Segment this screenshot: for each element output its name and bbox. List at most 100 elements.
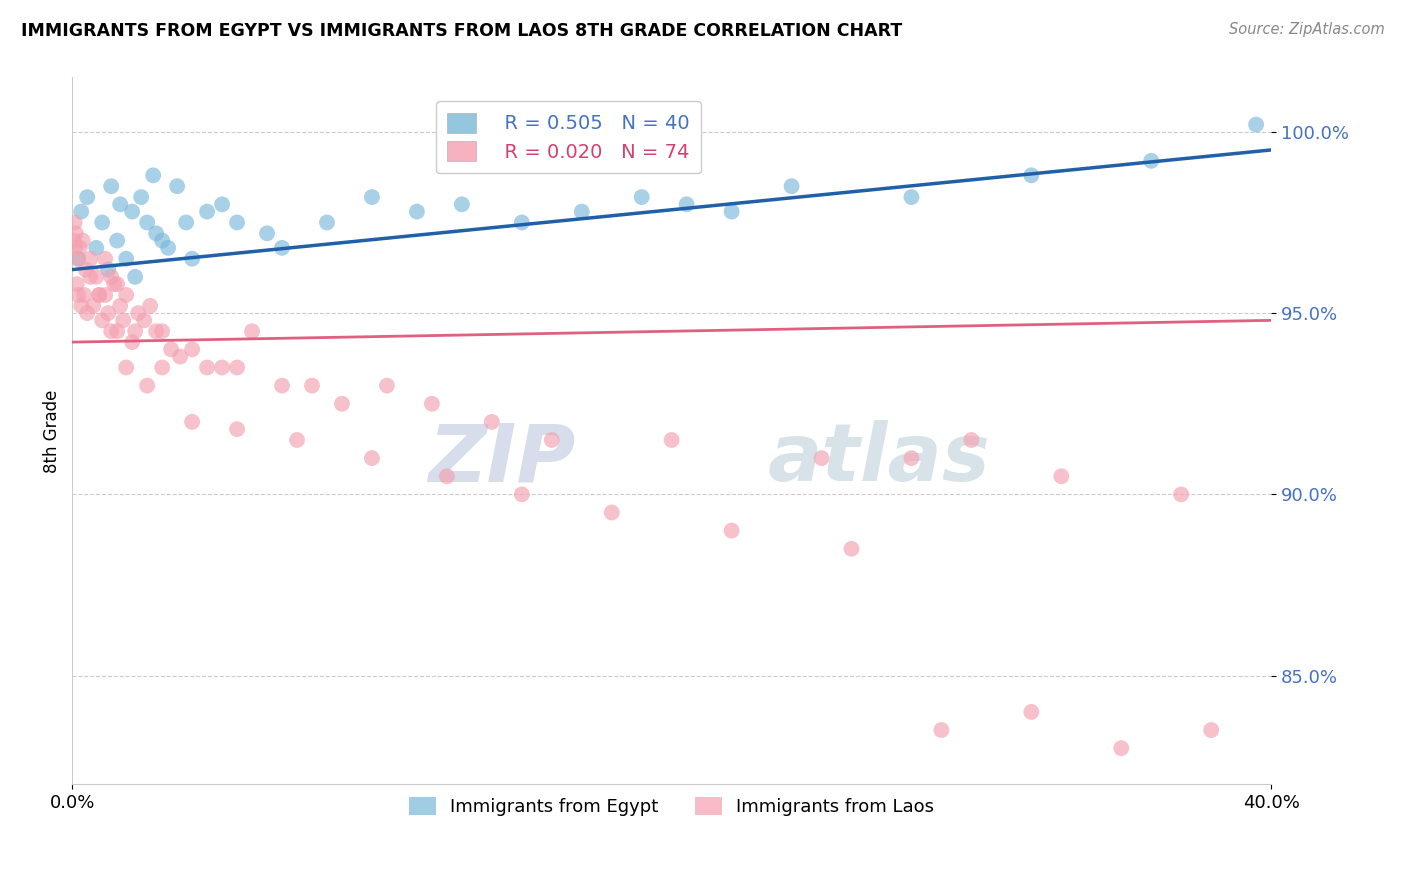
Point	[79, 269, 101, 284]
Text: Source: ZipAtlas.com: Source: ZipAtlas.com	[1229, 22, 1385, 37]
Point	[166, 179, 188, 194]
Point	[91, 215, 114, 229]
Point	[75, 262, 97, 277]
Point	[420, 397, 443, 411]
Point	[174, 215, 197, 229]
Point	[211, 360, 233, 375]
Point	[97, 262, 120, 277]
Point	[436, 469, 458, 483]
Point	[256, 227, 278, 241]
Point	[124, 269, 146, 284]
Point	[63, 215, 86, 229]
Point	[181, 252, 204, 266]
Point	[121, 204, 143, 219]
Point	[675, 197, 697, 211]
Point	[571, 204, 593, 219]
Point	[361, 451, 384, 466]
Point	[540, 433, 562, 447]
Point	[271, 378, 294, 392]
Point	[112, 313, 135, 327]
Point	[91, 313, 114, 327]
Point	[960, 433, 983, 447]
Point	[1170, 487, 1192, 501]
Point	[65, 227, 87, 241]
Point	[108, 299, 131, 313]
Point	[129, 190, 152, 204]
Point	[841, 541, 863, 556]
Point	[127, 306, 149, 320]
Point	[481, 415, 503, 429]
Point	[157, 241, 180, 255]
Point	[316, 215, 339, 229]
Point	[285, 433, 308, 447]
Point	[66, 277, 89, 291]
Point	[69, 241, 91, 255]
Legend: Immigrants from Egypt, Immigrants from Laos: Immigrants from Egypt, Immigrants from L…	[399, 788, 943, 825]
Point	[94, 252, 117, 266]
Point	[145, 227, 167, 241]
Point	[150, 360, 173, 375]
Point	[145, 324, 167, 338]
Point	[105, 234, 128, 248]
Point	[169, 350, 191, 364]
Point	[142, 169, 165, 183]
Point	[900, 190, 922, 204]
Point	[240, 324, 263, 338]
Point	[271, 241, 294, 255]
Point	[105, 277, 128, 291]
Point	[150, 324, 173, 338]
Point	[84, 269, 107, 284]
Point	[65, 241, 87, 255]
Point	[661, 433, 683, 447]
Point	[76, 306, 98, 320]
Point	[70, 299, 93, 313]
Point	[181, 415, 204, 429]
Point	[103, 277, 125, 291]
Point	[73, 288, 96, 302]
Point	[211, 197, 233, 211]
Point	[330, 397, 353, 411]
Point	[62, 234, 84, 248]
Point	[931, 723, 953, 737]
Point	[76, 190, 98, 204]
Point	[720, 524, 742, 538]
Point	[115, 360, 138, 375]
Point	[89, 288, 111, 302]
Point	[160, 343, 183, 357]
Y-axis label: 8th Grade: 8th Grade	[44, 389, 60, 473]
Point	[134, 313, 156, 327]
Point	[226, 422, 249, 436]
Text: IMMIGRANTS FROM EGYPT VS IMMIGRANTS FROM LAOS 8TH GRADE CORRELATION CHART: IMMIGRANTS FROM EGYPT VS IMMIGRANTS FROM…	[21, 22, 903, 40]
Point	[1199, 723, 1222, 737]
Point	[150, 234, 173, 248]
Point	[121, 335, 143, 350]
Point	[226, 215, 249, 229]
Point	[89, 288, 111, 302]
Point	[84, 241, 107, 255]
Point	[79, 252, 101, 266]
Point	[100, 179, 122, 194]
Point	[810, 451, 832, 466]
Point	[361, 190, 384, 204]
Point	[450, 197, 472, 211]
Point	[1244, 118, 1267, 132]
Point	[94, 288, 117, 302]
Point	[115, 288, 138, 302]
Point	[226, 360, 249, 375]
Point	[195, 204, 218, 219]
Point	[1021, 169, 1043, 183]
Point	[375, 378, 398, 392]
Point	[100, 324, 122, 338]
Text: ZIP: ZIP	[429, 420, 575, 499]
Point	[67, 288, 90, 302]
Point	[406, 204, 429, 219]
Point	[97, 306, 120, 320]
Point	[720, 204, 742, 219]
Point	[301, 378, 323, 392]
Point	[600, 506, 623, 520]
Point	[82, 299, 104, 313]
Point	[195, 360, 218, 375]
Point	[136, 378, 159, 392]
Point	[66, 252, 89, 266]
Point	[1050, 469, 1073, 483]
